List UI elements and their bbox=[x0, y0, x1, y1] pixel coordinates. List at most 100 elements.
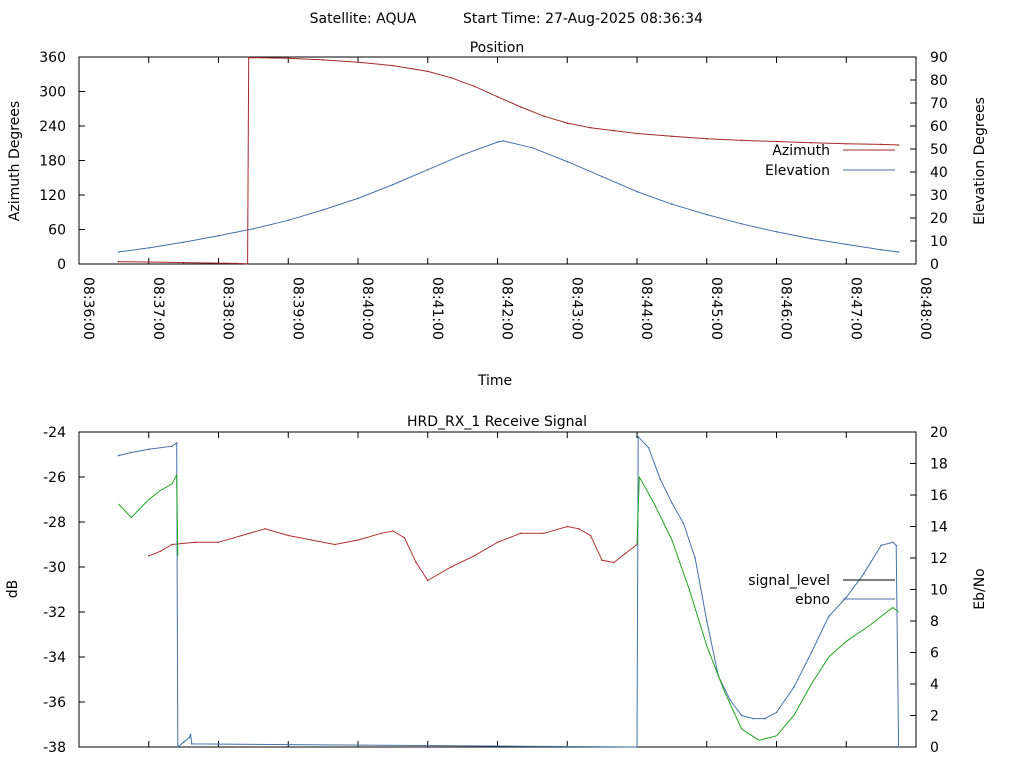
signal-chart-series-ebno-point bbox=[647, 447, 650, 449]
position-chart-series-elevation-point bbox=[566, 160, 569, 163]
position-chart-series-elevation-point bbox=[496, 141, 499, 143]
position-chart-series-azimuth-point bbox=[182, 261, 185, 264]
position-chart-series-azimuth-point bbox=[589, 126, 592, 129]
position-chart-y2tick-label: 90 bbox=[930, 50, 948, 66]
position-chart-y2tick-label: 20 bbox=[930, 211, 948, 227]
position-chart-series-azimuth-point bbox=[520, 106, 522, 108]
signal-chart-ytick-label: -28 bbox=[43, 515, 66, 531]
signal-chart-y2tick-label: 0 bbox=[930, 740, 939, 756]
signal-chart-series-signal_level-point bbox=[566, 525, 569, 528]
position-chart-ytick-label: 120 bbox=[39, 188, 66, 204]
position-chart-series-elevation-point bbox=[810, 237, 813, 240]
signal-chart-series-signal_level-point bbox=[520, 532, 522, 535]
position-chart-ytick-label: 360 bbox=[39, 50, 66, 66]
signal-chart-series-signal_level-point bbox=[403, 537, 406, 539]
signal-chart-y2tick-label: 2 bbox=[930, 709, 939, 725]
signal-chart-series-signal_level-point bbox=[473, 555, 476, 557]
signal-chart-axes: -38 -36 -34 -32 -30 -28 -26 -24 0 2 4 6 8 10 12 14 16 18 2… bbox=[43, 425, 948, 756]
signal-chart-series-ebno-point bbox=[188, 736, 191, 739]
position-chart-xtick-label: 08:36:00 bbox=[80, 277, 96, 340]
signal-chart-series-signal_level-point bbox=[287, 534, 290, 537]
signal-chart-y2tick-label: 10 bbox=[930, 583, 948, 599]
position-chart-y2tick-label: 50 bbox=[930, 142, 948, 158]
signal-chart-series-ebno-point bbox=[862, 573, 865, 575]
position-chart-xtick-label: 08:44:00 bbox=[638, 277, 654, 340]
signal-chart-series-signal_level-point bbox=[241, 534, 243, 537]
position-chart-title: Position bbox=[470, 40, 525, 56]
signal-chart-series-ebno-point bbox=[189, 733, 192, 736]
start-time-label: Start Time: 27-Aug-2025 08:36:34 bbox=[463, 11, 703, 27]
signal-chart-y2tick-label: 14 bbox=[930, 520, 948, 536]
position-chart-xlabel: Time bbox=[477, 373, 512, 389]
position-chart-ytick-label: 240 bbox=[39, 119, 66, 135]
signal-chart-series-signal_level-point bbox=[171, 543, 173, 546]
signal-chart-series-signal_level-point bbox=[334, 543, 336, 546]
signal-chart-ytick-label: -26 bbox=[43, 470, 66, 486]
position-chart-series-azimuth-point bbox=[897, 144, 900, 146]
position-chart-series-azimuth-point bbox=[566, 122, 569, 124]
signal-chart-series-signal_level-point bbox=[380, 532, 383, 535]
signal-chart-series-ebno-point bbox=[793, 686, 795, 688]
position-chart-ytick-label: 180 bbox=[39, 154, 66, 170]
signal-chart-series-ebno-point bbox=[637, 435, 639, 438]
position-chart-series-elevation-point bbox=[897, 251, 900, 253]
position-chart-series-azimuth-point bbox=[450, 76, 452, 79]
position-chart-xtick-label: 08:42:00 bbox=[499, 277, 515, 340]
position-chart-series-elevation-point bbox=[287, 219, 290, 222]
position-chart-series-elevation-point bbox=[880, 248, 882, 251]
position-chart-xtick-label: 08:41:00 bbox=[429, 277, 445, 340]
position-chart-series-azimuth-point bbox=[706, 137, 708, 140]
signal-chart-series-signal_level-point bbox=[194, 541, 197, 544]
signal-chart-ylabel: dB bbox=[5, 580, 21, 599]
satellite-label: Satellite: AQUA bbox=[310, 11, 417, 27]
position-chart-plot: Azimuth Elevation bbox=[117, 56, 900, 265]
signal-chart-series-ebno-point bbox=[880, 544, 882, 547]
position-chart-series-azimuth-point bbox=[671, 135, 673, 138]
position-chart-ytick-label: 60 bbox=[48, 223, 66, 239]
position-chart-series-elevation-point bbox=[740, 223, 743, 225]
position-chart-series-azimuth-point bbox=[810, 141, 813, 144]
position-chart-series-azimuth-point bbox=[357, 61, 359, 63]
position-chart-xtick-label: 08:48:00 bbox=[917, 277, 933, 340]
position-chart-axes: 0 60 120 180 240 300 360 0 10 20 30 40 50 60 70 80 90 08:… bbox=[39, 50, 948, 340]
signal-chart-y2tick-label: 18 bbox=[930, 457, 948, 473]
signal-chart-series-signal_level-point bbox=[496, 541, 499, 544]
position-chart-series-azimuth-point bbox=[613, 129, 615, 132]
signal-chart-series-signal_level-point bbox=[159, 550, 162, 553]
position-chart-xtick-label: 08:43:00 bbox=[568, 277, 584, 340]
signal-chart-series-signal_level-point bbox=[310, 539, 313, 541]
position-chart-series-azimuth-point bbox=[217, 262, 220, 264]
position-chart-series-elevation-point bbox=[636, 190, 638, 193]
signal-chart-series-signal_level-point bbox=[601, 559, 603, 562]
signal-chart-series-signal_level-line bbox=[148, 525, 638, 582]
signal-chart-green-trace-2 bbox=[636, 475, 899, 741]
signal-chart-legend-signal-level-label: signal_level bbox=[748, 573, 830, 589]
position-chart-series-azimuth-point bbox=[117, 260, 120, 263]
signal-chart-series-ebno-point bbox=[682, 522, 685, 525]
position-chart-series-azimuth-point bbox=[246, 262, 249, 265]
position-chart-series-elevation-point bbox=[357, 197, 359, 200]
signal-chart-series-ebno-point bbox=[148, 448, 150, 451]
position-chart-series-elevation-point bbox=[322, 209, 324, 211]
position-chart-xtick-label: 08:38:00 bbox=[220, 277, 236, 340]
position-chart-series-elevation-point bbox=[217, 234, 220, 237]
position-chart-series-azimuth-point bbox=[322, 59, 324, 61]
signal-chart-series-ebno-point bbox=[175, 442, 178, 444]
position-chart-series-azimuth-point bbox=[427, 70, 429, 73]
position-chart-series-elevation-point bbox=[502, 140, 505, 142]
position-chart-series-azimuth-point bbox=[473, 85, 476, 88]
signal-chart-series-ebno-point bbox=[828, 615, 830, 618]
position-chart-ytick-label: 300 bbox=[39, 85, 66, 101]
position-chart-xtick-label: 08:45:00 bbox=[708, 277, 724, 340]
position-chart-series-elevation-point bbox=[427, 168, 429, 171]
signal-chart-y2tick-label: 4 bbox=[930, 677, 939, 693]
position-chart-y2tick-label: 70 bbox=[930, 96, 948, 112]
signal-chart-series-signal_level-point bbox=[427, 579, 429, 582]
signal-chart-series-signal_level-point bbox=[543, 532, 545, 535]
signal-chart-series-signal_level-point bbox=[264, 528, 266, 530]
position-chart-series-elevation-point bbox=[601, 175, 603, 178]
position-chart-series-elevation-point bbox=[461, 154, 464, 156]
signal-chart-ytick-label: -32 bbox=[43, 605, 66, 621]
position-chart-y2tick-label: 30 bbox=[930, 188, 948, 204]
